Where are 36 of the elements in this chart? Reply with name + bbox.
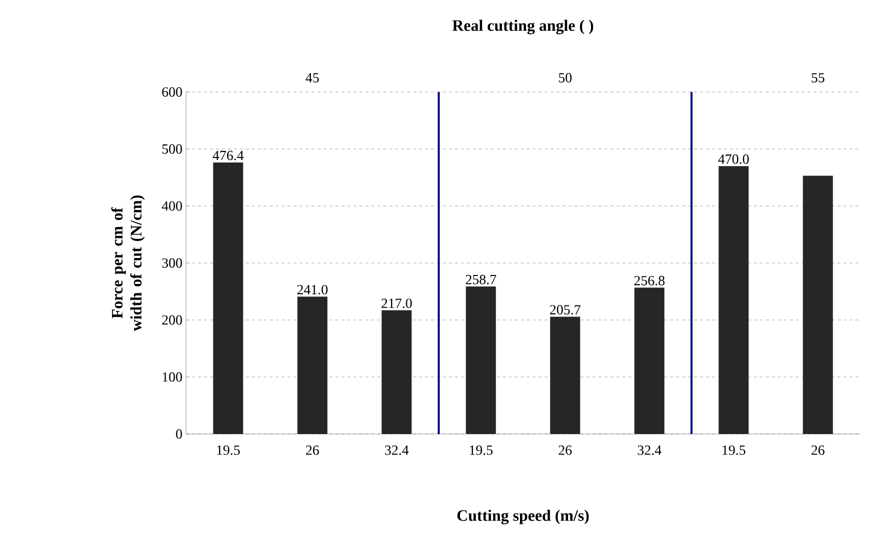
bar bbox=[802, 176, 833, 434]
y-axis-title: Force per cm of width of cut (N/cm) bbox=[111, 196, 145, 332]
y-tick-label: 100 bbox=[162, 372, 182, 382]
x-tick-label: 19.5 bbox=[470, 446, 493, 455]
y-tick-label: 600 bbox=[162, 87, 182, 97]
x-tick-label: 32.4 bbox=[638, 446, 662, 455]
bar bbox=[634, 288, 664, 434]
y-tick-label: 200 bbox=[162, 315, 182, 325]
data-label: 241.0 bbox=[297, 284, 328, 294]
text: 50 bbox=[558, 73, 572, 82]
bar bbox=[297, 296, 328, 434]
bar bbox=[382, 310, 412, 434]
y-tick-label: 0 bbox=[176, 429, 182, 439]
text: 55 bbox=[812, 73, 824, 82]
data-label: 476.4 bbox=[212, 150, 244, 160]
x-tick-label: 19.5 bbox=[722, 446, 746, 455]
bar bbox=[550, 316, 580, 434]
bar bbox=[466, 286, 496, 434]
y-tick-label: 300 bbox=[162, 258, 182, 268]
data-label: 470.0 bbox=[718, 154, 749, 164]
text: 45 bbox=[306, 73, 319, 82]
y-tick-label: 400 bbox=[162, 201, 182, 211]
bar bbox=[718, 166, 749, 434]
x-tick-label: 32.4 bbox=[385, 446, 409, 455]
chart-title: Real cutting angle ( ) bbox=[452, 20, 594, 34]
data-label: 205.7 bbox=[550, 305, 580, 315]
x-tick-label: 19.5 bbox=[217, 446, 240, 455]
x-tick-label: 26 bbox=[558, 446, 572, 455]
bar bbox=[213, 162, 244, 434]
x-tick-label: 26 bbox=[306, 446, 319, 455]
data-label: 258.7 bbox=[466, 274, 496, 284]
data-label: 217.0 bbox=[382, 298, 412, 308]
x-tick-label: 26 bbox=[812, 446, 824, 455]
y-tick-label: 500 bbox=[162, 144, 182, 154]
data-label: 256.8 bbox=[634, 276, 665, 286]
x-axis-title: Cutting speed (m/s) bbox=[457, 510, 589, 524]
